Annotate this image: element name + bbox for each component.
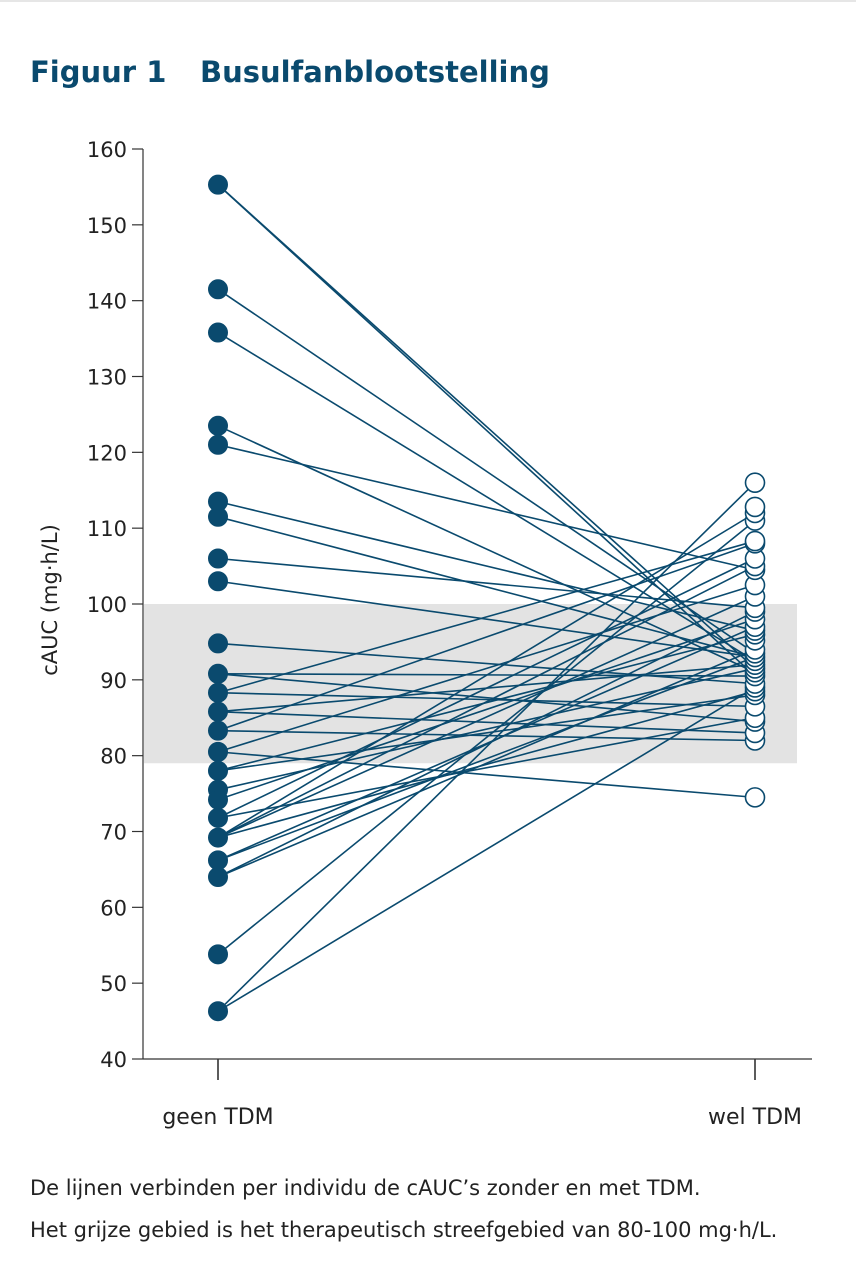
pair-line-3 bbox=[217, 331, 756, 662]
pair-line-16 bbox=[217, 710, 756, 734]
pair-line-8 bbox=[217, 557, 756, 609]
pair-line-10 bbox=[217, 642, 756, 685]
point-geen-tdm-4 bbox=[208, 434, 228, 455]
pair-line-28 bbox=[217, 565, 756, 839]
caption-line-2: Het grijze gebied is het therapeutisch s… bbox=[30, 1218, 778, 1242]
point-geen-tdm-17 bbox=[208, 789, 228, 810]
point-geen-tdm-11 bbox=[208, 682, 228, 703]
point-geen-tdm-3 bbox=[208, 415, 228, 436]
pair-line-17 bbox=[217, 542, 756, 732]
pair-line-37 bbox=[217, 686, 756, 1012]
point-geen-tdm-23 bbox=[208, 1001, 228, 1022]
pair-line-34 bbox=[217, 648, 756, 878]
point-wel-tdm-31 bbox=[744, 530, 766, 552]
pair-line-19 bbox=[217, 584, 756, 753]
point-wel-tdm-0 bbox=[744, 787, 766, 808]
x-category-label-1: wel TDM bbox=[708, 1105, 802, 1130]
pair-line-12 bbox=[217, 672, 756, 723]
point-geen-tdm-6 bbox=[208, 506, 228, 527]
pair-line-36 bbox=[217, 482, 756, 1012]
point-geen-tdm-19 bbox=[208, 827, 228, 848]
pair-line-0 bbox=[217, 184, 756, 670]
point-geen-tdm-2 bbox=[208, 322, 228, 343]
point-geen-tdm-13 bbox=[208, 720, 228, 741]
point-wel-tdm-34 bbox=[744, 496, 766, 518]
pair-line-35 bbox=[217, 519, 756, 955]
pair-lines bbox=[217, 184, 756, 1012]
pair-line-29 bbox=[217, 595, 756, 839]
x-axis: geen TDM wel TDM bbox=[143, 1058, 812, 1130]
point-geen-tdm-0 bbox=[208, 174, 228, 195]
point-geen-tdm-1 bbox=[208, 279, 228, 300]
pair-line-1 bbox=[217, 184, 756, 677]
y-tick-label-160: 160 bbox=[87, 138, 127, 162]
y-tick-label-140: 140 bbox=[87, 290, 127, 314]
y-tick-label-40: 40 bbox=[100, 1048, 127, 1072]
y-tick-label-90: 90 bbox=[100, 669, 127, 693]
figure-label: Figuur 1 bbox=[30, 55, 167, 89]
point-geen-tdm-20 bbox=[208, 850, 228, 871]
pair-line-6 bbox=[217, 500, 756, 632]
pair-line-2 bbox=[217, 288, 756, 654]
pair-line-30 bbox=[217, 690, 756, 839]
y-tick-label-80: 80 bbox=[100, 745, 127, 769]
x-category-label-0: geen TDM bbox=[162, 1105, 273, 1130]
y-tick-label-60: 60 bbox=[100, 896, 127, 920]
point-wel-tdm-35 bbox=[744, 472, 766, 493]
point-geen-tdm-18 bbox=[208, 807, 228, 828]
y-axis: 40 50 60 70 80 90 100 110 120 130 140 150 160 bbox=[87, 138, 144, 1072]
pair-line-24 bbox=[217, 618, 756, 801]
point-geen-tdm-9 bbox=[208, 633, 228, 654]
pair-line-18 bbox=[217, 729, 756, 742]
y-tick-label-120: 120 bbox=[87, 441, 127, 465]
pair-line-22 bbox=[217, 694, 756, 772]
figure-title: Busulfanblootstelling bbox=[200, 55, 550, 89]
y-tick-label-110: 110 bbox=[87, 517, 127, 541]
pair-line-26 bbox=[217, 716, 756, 819]
point-geen-tdm-12 bbox=[208, 701, 228, 722]
y-axis-label: cAUC (mg·h/L) bbox=[38, 524, 62, 676]
pair-line-27 bbox=[217, 512, 756, 839]
data-points bbox=[208, 174, 766, 1022]
point-geen-tdm-8 bbox=[208, 571, 228, 592]
y-tick-label-150: 150 bbox=[87, 214, 127, 238]
caption-line-1: De lijnen verbinden per individu de cAUC… bbox=[30, 1176, 701, 1200]
point-geen-tdm-14 bbox=[208, 741, 228, 762]
pair-line-7 bbox=[217, 516, 756, 658]
pair-line-9 bbox=[217, 580, 756, 658]
pair-line-14 bbox=[217, 691, 756, 708]
point-geen-tdm-21 bbox=[208, 867, 228, 887]
y-tick-label-70: 70 bbox=[100, 821, 127, 845]
pair-line-33 bbox=[217, 610, 756, 878]
pair-line-5 bbox=[217, 443, 756, 571]
pair-line-32 bbox=[217, 656, 756, 862]
top-rule bbox=[0, 0, 856, 2]
y-tick-label-50: 50 bbox=[100, 972, 127, 996]
point-geen-tdm-10 bbox=[208, 663, 228, 684]
y-tick-label-130: 130 bbox=[87, 366, 127, 390]
pair-line-4 bbox=[217, 425, 756, 673]
y-tick-label-100: 100 bbox=[87, 593, 127, 617]
pair-line-20 bbox=[217, 751, 756, 799]
point-geen-tdm-15 bbox=[208, 760, 228, 781]
point-geen-tdm-22 bbox=[208, 944, 228, 965]
pair-line-25 bbox=[217, 557, 756, 819]
point-geen-tdm-7 bbox=[208, 548, 228, 569]
